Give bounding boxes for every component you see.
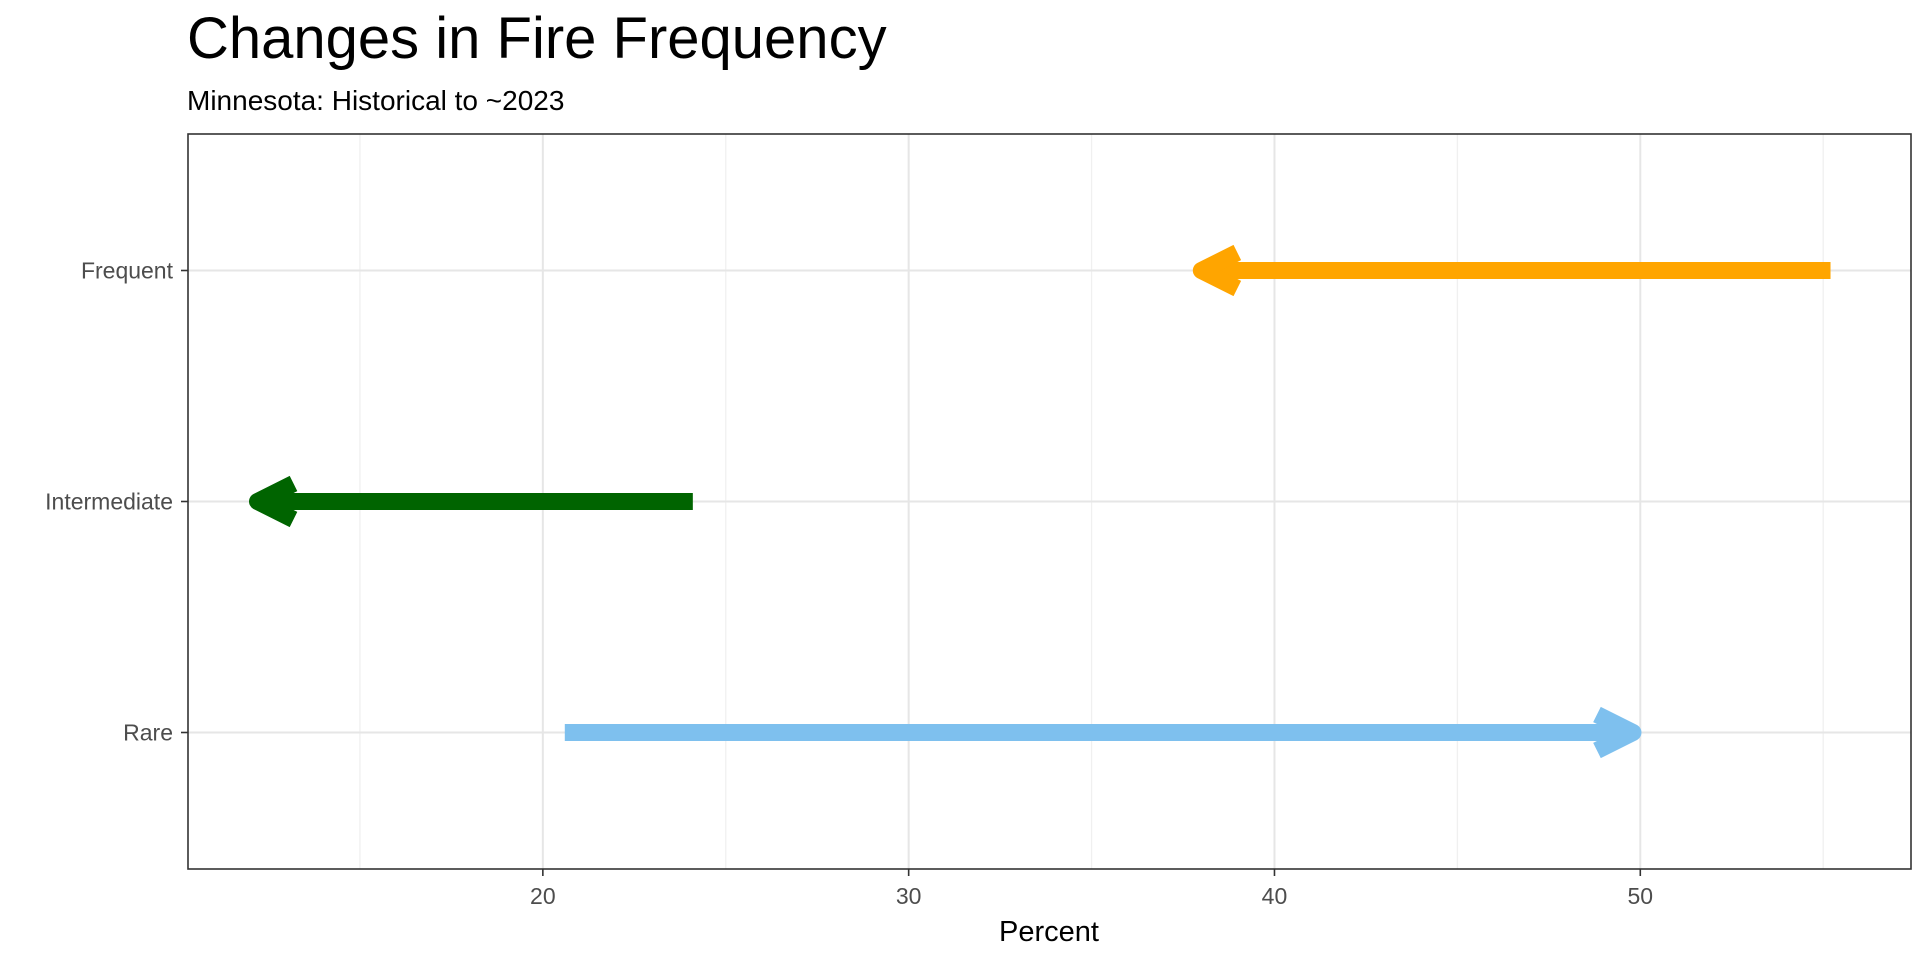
- arrows: [249, 244, 1831, 759]
- x-tick-label: 30: [896, 883, 922, 909]
- arrow-frequent: [1192, 244, 1831, 297]
- x-tick-label: 40: [1262, 883, 1288, 909]
- y-tick-label: Intermediate: [45, 489, 173, 515]
- y-axis: Frequent Intermediate Rare: [45, 258, 188, 746]
- x-axis-title: Percent: [999, 916, 1099, 948]
- arrow-head: [1192, 244, 1242, 297]
- x-tick-label: 20: [530, 883, 556, 909]
- arrow-head: [249, 475, 298, 528]
- arrow-head: [1593, 706, 1642, 759]
- x-tick-label: 50: [1627, 883, 1653, 909]
- chart-title: Changes in Fire Frequency: [187, 6, 887, 71]
- x-axis: 20 30 40 50: [530, 869, 1653, 909]
- y-tick-label: Frequent: [81, 258, 174, 284]
- arrow-intermediate: [249, 475, 693, 528]
- chart-subtitle: Minnesota: Historical to ~2023: [187, 85, 564, 116]
- y-tick-label: Rare: [123, 720, 173, 746]
- arrow-rare: [564, 706, 1642, 759]
